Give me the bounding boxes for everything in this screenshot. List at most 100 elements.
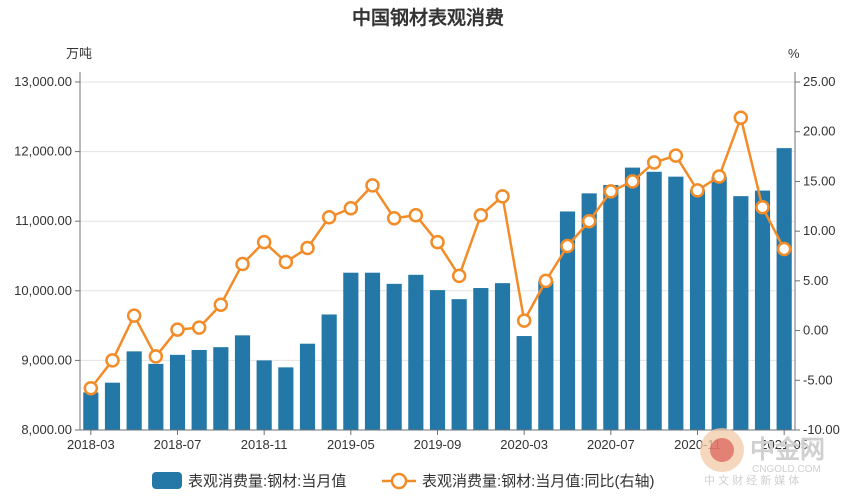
right-axis-unit: % — [788, 46, 800, 61]
bar — [386, 283, 402, 430]
right-axis-tick-label: 20.00 — [803, 124, 836, 139]
line-point — [126, 308, 142, 323]
line-point — [430, 234, 445, 250]
x-axis-tick-label: 2018-11 — [241, 437, 288, 452]
x-axis-tick-label: 2018-07 — [154, 437, 202, 452]
right-axis-tick-label: 15.00 — [803, 173, 836, 188]
line-point — [321, 209, 337, 225]
x-axis-tick-label: 2020-03 — [500, 437, 548, 452]
bar — [494, 283, 511, 430]
line-point — [603, 184, 619, 199]
bar — [711, 176, 727, 430]
legend-label-line: 表观消费量:钢材:当月值:同比(右轴) — [422, 473, 655, 490]
chart-title: 中国钢材表观消费 — [352, 6, 504, 29]
bar — [624, 167, 641, 430]
line-point — [690, 183, 705, 198]
line-point — [343, 201, 359, 216]
bar — [148, 363, 164, 430]
right-axis-tick-labels: -10.00 -5.00 0.00 5.00 10.00 15.00 20.00 25.00 — [803, 74, 840, 437]
line-point — [256, 234, 272, 250]
left-axis-unit: 万吨 — [66, 46, 92, 61]
bar — [83, 392, 99, 430]
right-axis-tick-label: -10.00 — [803, 422, 840, 437]
line-point — [668, 148, 684, 163]
left-axis-tick-label: 11,000.00 — [15, 213, 72, 228]
right-axis-tick-label: 0.00 — [803, 323, 828, 338]
bar — [191, 349, 207, 430]
line-point — [776, 241, 792, 257]
left-axis-tick-label: 12,000.00 — [14, 144, 72, 159]
line-point — [408, 207, 424, 223]
line-point — [386, 210, 402, 226]
line-point — [581, 213, 597, 229]
left-axis-tick-label: 9,000.00 — [21, 352, 72, 367]
bar — [169, 354, 186, 430]
bar — [733, 196, 749, 430]
bar — [278, 367, 294, 430]
bar — [559, 211, 576, 430]
line-point — [495, 189, 510, 204]
watermark-url: CNGOLD.COM — [752, 464, 821, 475]
line-point — [538, 273, 554, 289]
bar — [343, 272, 359, 430]
bar — [234, 335, 251, 430]
legend-item-line[interactable]: 表观消费量:钢材:当月值:同比(右轴) — [382, 472, 655, 490]
bar — [408, 274, 424, 430]
x-axis-tick-label: 2019-09 — [414, 437, 462, 452]
right-axis-tick-label: 5.00 — [803, 273, 828, 288]
right-axis-tick-label: 10.00 — [803, 223, 836, 238]
watermark-logo-inner-icon — [710, 438, 734, 462]
bar — [429, 290, 446, 430]
legend-label-bar: 表观消费量:钢材:当月值 — [188, 473, 346, 490]
line-point — [755, 200, 770, 215]
bar — [104, 382, 121, 430]
line-point — [83, 380, 99, 396]
line-point — [625, 174, 640, 189]
bar — [689, 189, 706, 430]
line-point — [300, 240, 315, 256]
line-point — [170, 322, 185, 337]
line-point — [105, 353, 120, 368]
bar — [451, 299, 467, 430]
line-point — [278, 254, 294, 270]
bar — [473, 288, 489, 430]
bar — [126, 351, 142, 430]
bar — [538, 281, 554, 430]
x-axis-tick-label: 2019-05 — [327, 437, 375, 452]
line-point — [560, 238, 575, 254]
x-axis-tick-labels: 2018-03 2018-07 2018-11 2019-05 2019-09 2020-… — [67, 437, 808, 452]
left-axis-tick-label: 8,000.00 — [21, 422, 72, 437]
bar — [754, 190, 771, 430]
line-point — [213, 297, 229, 312]
x-axis-tick-label: 2018-03 — [67, 437, 115, 452]
bar — [213, 347, 229, 430]
legend: 表观消费量:钢材:当月值 表观消费量:钢材:当月值:同比(右轴) — [152, 472, 655, 490]
axes — [75, 72, 800, 435]
left-axis-tick-labels: 8,000.00 9,000.00 10,000.00 11,000.00 12,000… — [14, 74, 72, 437]
watermark-slogan: 中 文 财 经 新 媒 体 — [704, 473, 799, 487]
bar — [321, 314, 337, 430]
bar — [256, 360, 272, 430]
line-point — [473, 207, 489, 223]
x-axis-tick-label: 2020-07 — [587, 437, 635, 452]
bar — [646, 171, 662, 430]
line-point — [646, 155, 662, 170]
bar — [776, 148, 792, 430]
right-axis-tick-label: 25.00 — [803, 74, 836, 89]
watermark: 中金网 CNGOLD.COM 中 文 财 经 新 媒 体 — [700, 428, 825, 487]
right-axis-tick-label: -5.00 — [803, 372, 833, 387]
line-point — [711, 169, 727, 184]
line-point — [451, 268, 467, 284]
bar-series — [83, 148, 792, 430]
bar — [668, 176, 684, 430]
bar — [364, 272, 381, 430]
watermark-main: 中金网 — [750, 435, 825, 464]
legend-line-marker — [390, 472, 408, 490]
bar — [603, 185, 619, 430]
legend-bar-swatch — [152, 472, 182, 489]
line-point — [235, 256, 250, 272]
bar — [581, 193, 597, 430]
line-point — [191, 320, 207, 335]
line-point — [516, 313, 532, 328]
legend-item-bar[interactable]: 表观消费量:钢材:当月值 — [152, 472, 346, 490]
